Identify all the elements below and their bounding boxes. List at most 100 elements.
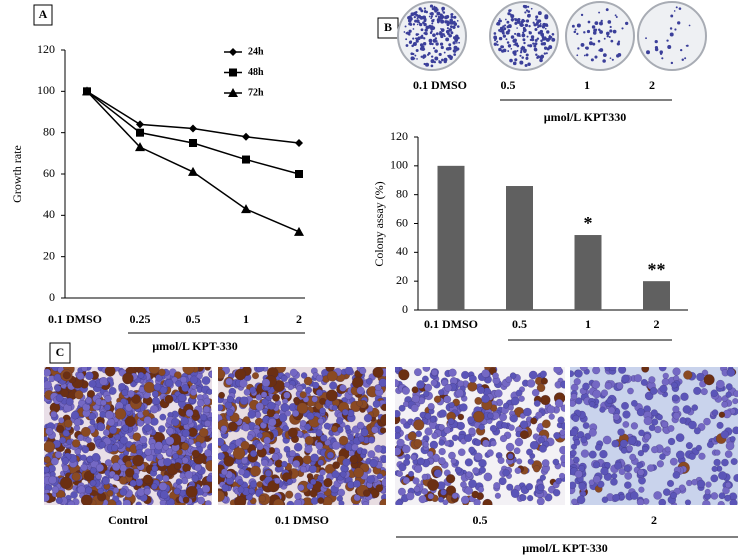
colony [425,10,428,14]
cell [339,470,347,478]
image-caption: 0.5 [473,513,488,527]
cell [398,463,407,472]
colony [526,35,529,38]
cell [249,480,258,489]
colony [519,60,523,64]
cell [580,436,588,444]
colony [409,40,413,44]
cell [507,453,514,460]
cell [112,487,120,494]
cell [573,438,581,446]
cell [396,438,405,447]
group-label: µmol/L KPT-330 [522,541,607,555]
cell [718,492,726,500]
colony [419,15,424,20]
cell [95,472,102,480]
cell [588,479,595,486]
cell [96,422,106,432]
cell [486,449,494,457]
cell [448,401,455,409]
cell [540,394,551,406]
colony [414,54,417,57]
cell [310,453,319,463]
cell [143,423,152,432]
cell [424,427,433,436]
cell [413,368,422,377]
cell [286,500,295,505]
bar [574,235,602,310]
cell [223,455,235,467]
panel-box [49,342,71,364]
cell [175,380,183,388]
cell [331,404,338,411]
cell [571,498,578,505]
cell [541,459,550,467]
cell [129,479,137,487]
cell [693,427,701,435]
cell [326,451,335,459]
colony [423,10,427,14]
colony [411,44,414,48]
colony [576,32,579,35]
cell [325,389,338,402]
colony [614,14,617,17]
y-tick-label: 80 [43,124,55,138]
cell [124,467,135,478]
cell [143,381,156,394]
colony [514,18,518,22]
cell [112,474,120,481]
cell [678,484,686,492]
cell [574,470,583,479]
cell [401,444,411,454]
cell [400,418,407,425]
cell [532,465,541,473]
cell [700,387,708,396]
cell [680,392,689,401]
cell [250,465,262,477]
cell [416,380,425,389]
colony [511,19,514,22]
cell [173,462,182,470]
colony [505,38,508,41]
cell [593,461,601,469]
cell [162,444,170,451]
colony [448,46,452,51]
cell [438,439,445,446]
cell [228,421,238,432]
colony [535,15,539,19]
cell [510,396,520,406]
cell [424,383,433,392]
cell [308,464,317,474]
cell [102,429,110,437]
cell [139,435,148,444]
series-line [86,90,300,233]
cell [444,440,451,447]
cell [424,412,432,420]
cell [45,427,54,436]
colony [592,31,597,35]
cell [490,440,497,447]
cell [54,451,63,459]
well-label: 2 [649,78,655,92]
cell [669,457,678,466]
cell [726,368,736,377]
cell [683,370,693,380]
cell [626,445,633,452]
cell [672,367,681,376]
cell [80,463,88,472]
cell [300,372,308,379]
cell [287,427,298,438]
cell [407,431,417,441]
significance-label: * [584,213,593,233]
cell [372,367,384,378]
y-tick-label: 100 [390,158,408,172]
cell [656,414,663,421]
colony [442,33,445,36]
cell [592,367,601,375]
cell [710,474,719,483]
colony [539,55,544,60]
cell [77,485,86,494]
colony [540,39,543,43]
cell [351,443,359,451]
colony [677,21,681,25]
